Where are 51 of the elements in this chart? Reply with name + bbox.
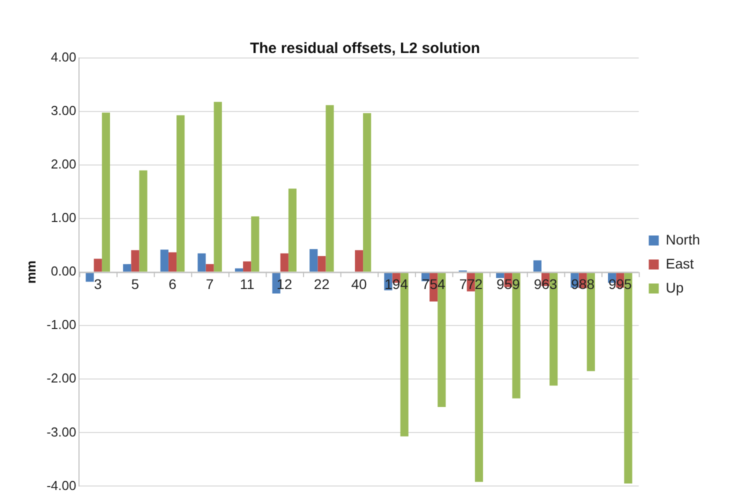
y-tick-label: 0.00	[50, 264, 76, 279]
bar	[168, 252, 177, 272]
bar	[326, 105, 334, 272]
bar	[496, 272, 504, 278]
x-tick-label: 995	[608, 276, 632, 292]
y-tick-label: 1.00	[50, 210, 76, 226]
bar	[363, 113, 372, 272]
bar	[94, 258, 102, 272]
x-tick-label: 6	[168, 276, 177, 292]
y-tick-label: -3.00	[46, 424, 76, 440]
bar	[251, 216, 260, 272]
bar	[160, 250, 168, 272]
bar	[206, 264, 214, 272]
y-tick-label: -1.00	[46, 317, 76, 332]
y-tick-label: -2.00	[46, 370, 76, 386]
x-tick-label: 5	[131, 276, 140, 292]
y-tick-label: 4.00	[50, 50, 76, 65]
bar	[139, 170, 148, 272]
bar	[310, 249, 318, 272]
bar	[86, 272, 94, 282]
x-tick-label: 194	[384, 276, 408, 292]
y-tick-label: -4.00	[46, 478, 76, 493]
bar	[318, 256, 326, 272]
x-tick-label: 22	[314, 276, 330, 292]
bar	[243, 261, 252, 272]
chart-title: The residual offsets, L2 solution	[250, 40, 480, 58]
bar	[280, 253, 288, 272]
x-tick-label: 40	[351, 276, 367, 292]
bar	[214, 102, 222, 272]
x-tick-label: 754	[422, 276, 446, 292]
x-tick-label: 772	[459, 276, 483, 292]
bar	[288, 188, 297, 272]
x-tick-label: 963	[534, 276, 558, 292]
legend-label: Up	[666, 279, 684, 296]
bar	[102, 112, 110, 272]
x-tick-label: 959	[496, 276, 520, 292]
bar	[234, 268, 244, 272]
x-tick-label: 11	[240, 276, 255, 292]
x-tick-label: 7	[206, 276, 214, 292]
x-tick-label: 3	[94, 276, 102, 292]
y-tick-label: 3.00	[50, 103, 76, 118]
bar	[131, 250, 140, 272]
bar	[123, 264, 132, 272]
legend-label: East	[666, 255, 694, 272]
bar	[354, 250, 364, 272]
y-tick-label: 2.00	[50, 156, 76, 172]
y-axis-title: mm	[23, 260, 38, 284]
legend-label: North	[666, 231, 700, 248]
bar	[533, 260, 542, 272]
bar	[176, 115, 185, 272]
bar	[198, 253, 206, 272]
